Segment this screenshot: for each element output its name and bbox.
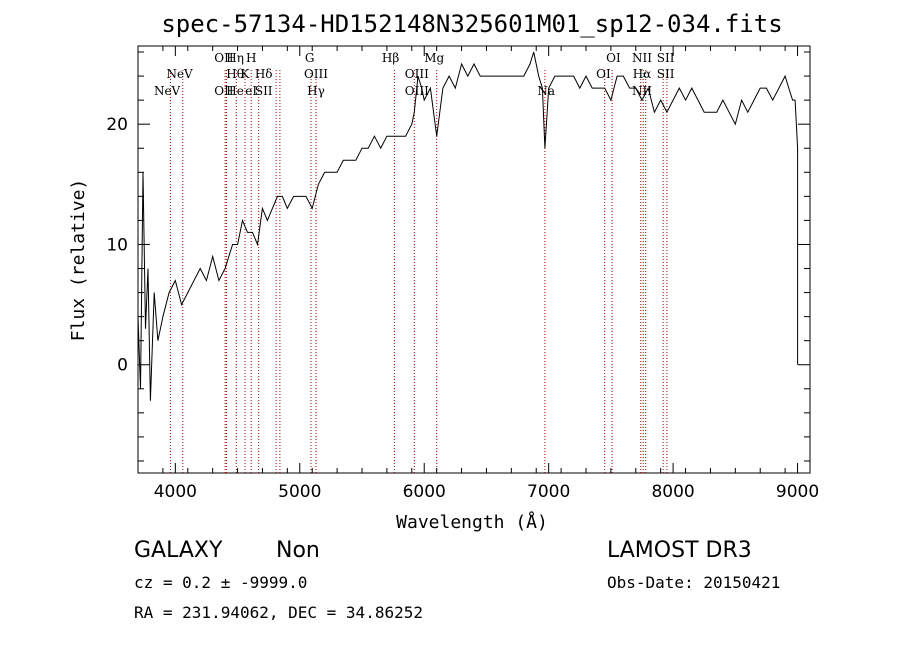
marker-label: G [305, 51, 315, 65]
marker-label: H [246, 51, 256, 65]
y-tick-label: 10 [106, 235, 128, 255]
marker-label: OI [606, 51, 621, 65]
marker-label: NeV [154, 84, 181, 98]
axis-ticks: 4000 5000 6000 7000 8000 9000 0 10 20 [106, 46, 819, 502]
redshift-readout: cz = 0.2 ± -9999.0 [134, 573, 308, 592]
emission-line-markers [169, 70, 668, 473]
plot-frame [137, 45, 811, 474]
marker-label: OIII [304, 67, 328, 81]
x-tick-label: 8000 [651, 482, 694, 502]
x-tick-label: 6000 [403, 482, 446, 502]
y-tick-label: 20 [106, 115, 128, 135]
marker-label: Mg [424, 51, 444, 65]
chart-title: spec-57134-HD152148N325601M01_sp12-034.f… [161, 10, 782, 38]
marker-label: Hα [633, 67, 652, 81]
x-tick-label: 7000 [527, 482, 570, 502]
y-tick-label: 0 [117, 356, 128, 376]
marker-label: OI [596, 67, 611, 81]
x-tick-label: 4000 [154, 482, 197, 502]
marker-label: He [226, 84, 244, 98]
marker-label: Hβ [382, 51, 399, 65]
x-tick-label: 9000 [776, 482, 819, 502]
object-subclass: Non [276, 538, 320, 563]
survey-label: LAMOST DR3 [607, 538, 752, 563]
spectrum-line [137, 51, 799, 401]
marker-label: Hη [226, 51, 244, 65]
marker-label: Hδ [255, 67, 273, 81]
marker-label: SII [657, 51, 675, 65]
marker-label: Hγ [307, 84, 325, 98]
x-axis-label: Wavelength (Å) [396, 511, 548, 533]
marker-label: NII [632, 84, 652, 98]
marker-label: OIII [405, 67, 429, 81]
emission-line-labels: NeVNeVOIIOIIHηHθHeKHeIHδSIIGOIIIHγHβOIII… [154, 51, 675, 98]
object-class: GALAXY [134, 538, 223, 563]
marker-label: OII [214, 51, 234, 65]
coordinates-readout: RA = 231.94062, DEC = 34.86252 [134, 603, 423, 622]
marker-label: NeV [166, 67, 193, 81]
marker-label: eI [245, 84, 257, 98]
marker-label: K [241, 67, 251, 81]
marker-label: NII [632, 51, 652, 65]
observation-date: Obs-Date: 20150421 [607, 573, 781, 592]
y-axis-label: Flux (relative) [68, 179, 89, 342]
marker-label: SII [255, 84, 273, 98]
marker-label: SII [657, 67, 675, 81]
x-tick-label: 5000 [278, 482, 321, 502]
marker-label: OII [214, 84, 234, 98]
marker-label: Hθ [226, 67, 244, 81]
marker-label: Na [537, 84, 555, 98]
